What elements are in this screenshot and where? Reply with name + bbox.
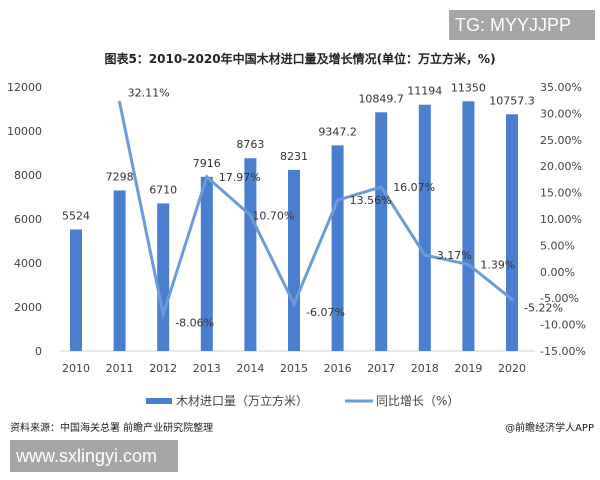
growth-point [510, 297, 514, 301]
bar-label: 6710 [149, 183, 177, 196]
bar-label: 5524 [62, 209, 90, 222]
bar [157, 203, 170, 351]
right-tick-label: 25.00% [540, 134, 582, 147]
x-tick-label: 2020 [498, 362, 526, 375]
growth-point [379, 185, 383, 189]
x-tick-label: 2016 [324, 362, 352, 375]
left-tick-label: 2000 [14, 301, 42, 314]
x-tick-label: 2010 [62, 362, 90, 375]
bar [113, 190, 126, 351]
x-tick-label: 2015 [280, 362, 308, 375]
growth-line [118, 101, 513, 321]
growth-point [248, 213, 252, 217]
bar-label: 10757.3 [489, 94, 535, 107]
bar [375, 112, 388, 351]
chart-title: 图表5：2010-2020年中国木材进口量及增长情况(单位：万立方米，%) [104, 52, 496, 66]
bar [288, 169, 300, 351]
growth-point [423, 253, 427, 257]
right-tick-label: 30.00% [540, 107, 582, 120]
bar [331, 145, 344, 351]
legend-line-label: 同比增长（%） [376, 394, 459, 408]
x-tick-label: 2017 [367, 362, 395, 375]
watermark-top: TG: MYYJJPP [449, 10, 595, 40]
growth-label: 1.39% [480, 258, 515, 271]
legend-bar-label: 木材进口量（万立方米） [176, 393, 308, 408]
chart: 0 2000 4000 6000 8000 10000 12000 -15.00% -10.00… [7, 81, 586, 408]
x-tick-label: 2012 [149, 362, 177, 375]
x-tick-label: 2019 [454, 362, 482, 375]
right-tick-label: -10.00% [540, 319, 586, 332]
x-tick-label: 2011 [106, 362, 134, 375]
growth-label: 32.11% [128, 86, 170, 99]
left-tick-label: 8000 [14, 169, 42, 182]
right-tick-label: 35.00% [540, 81, 582, 94]
growth-label: 3.17% [437, 249, 472, 262]
bar [506, 114, 518, 351]
right-tick-label: 15.00% [540, 187, 582, 200]
left-tick-label: 0 [35, 345, 42, 358]
growth-label: -5.22% [524, 301, 563, 314]
left-tick-label: 6000 [14, 213, 42, 226]
bar-label: 11350 [451, 81, 486, 94]
left-tick-label: 12000 [7, 81, 42, 94]
source-note: 资料来源：中国海关总署 前瞻产业研究院整理 [10, 423, 214, 434]
right-tick-label: 0.00% [540, 266, 575, 279]
growth-label: 10.70% [252, 209, 294, 222]
x-tick-label: 2018 [411, 362, 439, 375]
bar-label: 7916 [193, 157, 221, 170]
right-tick-label: -15.00% [540, 345, 586, 358]
bar [462, 101, 475, 351]
growth-label: -6.07% [306, 306, 345, 319]
x-tick-label: 2014 [236, 362, 264, 375]
growth-label: -8.06% [175, 316, 214, 329]
right-tick-label: 5.00% [540, 239, 575, 252]
growth-point [118, 100, 122, 104]
bar-label: 7298 [106, 170, 134, 183]
legend-bar-swatch [146, 398, 172, 404]
left-tick-label: 10000 [7, 125, 42, 138]
left-tick-label: 4000 [14, 257, 42, 270]
bar [244, 158, 257, 351]
right-tick-label: 10.00% [540, 213, 582, 226]
right-tick-label: -5.00% [540, 292, 579, 305]
credit: @前瞻经济学人APP [505, 423, 594, 434]
bar-label: 8763 [236, 138, 264, 151]
growth-point [292, 302, 296, 306]
growth-label: 13.56% [350, 194, 392, 207]
bar [418, 104, 431, 352]
growth-label: 16.07% [393, 181, 435, 194]
bar-label: 9347.2 [318, 125, 357, 138]
bar-label: 10849.7 [358, 92, 404, 105]
watermark-bottom: www.sxlingyi.com [10, 440, 178, 472]
bar [200, 176, 213, 351]
bar [70, 229, 82, 351]
bar-label: 11194 [407, 85, 442, 98]
bar-label: 8231 [280, 150, 308, 163]
right-tick-label: 20.00% [540, 160, 582, 173]
growth-point [336, 198, 340, 202]
growth-point [205, 175, 209, 179]
x-tick-label: 2013 [193, 362, 221, 375]
growth-point [161, 312, 165, 316]
growth-point [466, 262, 470, 266]
growth-label: 17.97% [219, 171, 261, 184]
